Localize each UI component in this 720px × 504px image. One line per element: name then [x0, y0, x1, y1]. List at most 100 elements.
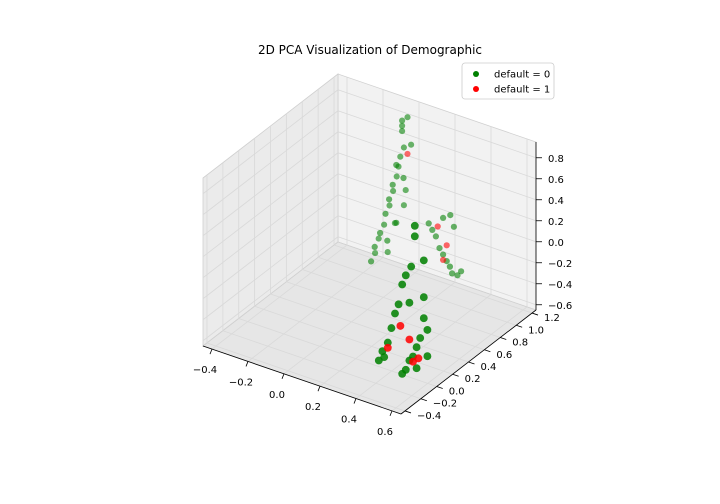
y-tick-label: 1.2 — [544, 313, 560, 324]
z-tick-label: 0.2 — [548, 217, 564, 228]
scatter-point-default-0 — [397, 153, 404, 160]
z-gridline-left — [202, 215, 339, 321]
y-tick-label: 0.6 — [496, 350, 512, 361]
scatter-point-default-0 — [384, 249, 391, 256]
x-tick-mark — [389, 410, 393, 417]
scatter-point-default-0 — [391, 309, 399, 318]
y-tick-label: −0.2 — [433, 399, 457, 410]
z-tick-label: −0.6 — [548, 301, 572, 312]
z-gridline-left — [202, 89, 339, 195]
scatter-point-default-0 — [398, 280, 407, 289]
y-tick-label: −0.4 — [417, 411, 441, 422]
z-tick-label: 0.0 — [548, 238, 564, 249]
y-tick-label: 0.8 — [512, 338, 528, 349]
scatter-point-default-0 — [393, 173, 400, 180]
scatter-point-default-0 — [398, 369, 407, 378]
z-gridline-back — [337, 173, 537, 243]
scatter-point-default-0 — [457, 268, 465, 275]
scatter-point-default-0 — [390, 187, 397, 195]
scatter-points — [367, 114, 465, 378]
scatter-point-default-0 — [448, 270, 456, 277]
scatter-point-default-0 — [389, 181, 396, 188]
y-tick-label: 0.2 — [465, 374, 481, 385]
scatter-point-default-0 — [429, 226, 436, 234]
scatter-point-default-1 — [434, 223, 441, 230]
y-tick-mark — [531, 312, 539, 316]
scatter-point-default-0 — [400, 144, 407, 151]
scatter-point-default-0 — [416, 334, 425, 342]
z-tick-label: 0.4 — [548, 196, 564, 207]
gridlines — [202, 77, 537, 412]
z-gridline-left — [202, 173, 339, 279]
scatter-point-default-0 — [404, 114, 411, 121]
legend-marker-default-0 — [473, 71, 479, 77]
legend-marker-default-1 — [473, 86, 479, 92]
scatter-point-default-0 — [394, 300, 403, 309]
scatter-point-default-1 — [383, 343, 392, 352]
y-tick-mark — [468, 361, 475, 365]
y-tick-mark — [516, 324, 523, 328]
x-tick-label: 0.0 — [269, 390, 285, 401]
scatter-point-default-0 — [399, 117, 406, 124]
scatter-point-default-0 — [400, 202, 407, 209]
scatter-point-default-0 — [399, 128, 406, 135]
y-gridline-floor — [206, 342, 406, 412]
scatter-point-default-0 — [399, 122, 406, 129]
x-axis-line — [202, 345, 402, 415]
x-tick-label: 0.2 — [305, 402, 321, 413]
y-tick-label: 1.0 — [528, 325, 544, 336]
y-tick-mark — [404, 410, 412, 414]
x-axis-ticks: −0.4 −0.2 0.0 0.2 0.4 0.6 — [193, 348, 393, 438]
scatter-point-default-1 — [405, 335, 414, 344]
scatter-point-default-0 — [412, 364, 421, 373]
scatter-point-default-0 — [375, 235, 382, 242]
scatter-point-default-0 — [439, 214, 447, 222]
scatter-point-default-0 — [446, 263, 454, 270]
scatter-point-default-0 — [454, 272, 461, 279]
scatter-point-default-0 — [410, 232, 419, 241]
x-tick-label: 0.4 — [341, 415, 357, 426]
legend-label-default-0: default = 0 — [494, 70, 550, 81]
legend: default = 0 default = 1 — [461, 62, 555, 100]
scatter-point-default-0 — [371, 243, 378, 251]
x-tick-label: −0.2 — [229, 377, 253, 388]
y-gridline-floor — [270, 293, 469, 363]
y-tick-mark — [484, 349, 491, 353]
scatter-point-default-0 — [384, 237, 391, 244]
y-gridline-floor — [333, 244, 533, 314]
z-gridline-left — [202, 236, 339, 342]
x-tick-label: −0.4 — [193, 365, 217, 376]
scatter-point-default-0 — [387, 324, 396, 333]
scatter-point-default-0 — [407, 262, 416, 271]
x-tick-mark — [281, 373, 285, 379]
scatter-point-default-0 — [419, 256, 428, 265]
scatter-point-default-0 — [419, 314, 428, 323]
y-tick-mark — [500, 337, 507, 340]
z-gridline-back — [337, 110, 537, 180]
y-tick-label: 0.0 — [449, 386, 465, 397]
z-gridline-left — [202, 131, 339, 237]
y-tick-mark — [436, 386, 443, 389]
z-gridline-back — [337, 236, 537, 306]
z-tick-label: 0.8 — [548, 154, 564, 165]
scatter-point-default-1 — [404, 150, 411, 157]
scatter-point-default-0 — [382, 210, 389, 217]
x-tick-label: 0.6 — [377, 427, 393, 438]
scatter-point-default-0 — [412, 343, 421, 352]
z-tick-label: −0.4 — [548, 280, 572, 291]
scatter-point-default-0 — [432, 233, 440, 240]
scatter-point-default-0 — [402, 187, 409, 194]
scatter-point-default-0 — [425, 220, 432, 227]
scatter-point-default-0 — [372, 250, 379, 257]
chart-title: 2D PCA Visualization of Demographic — [258, 43, 482, 57]
scatter-point-default-0 — [419, 293, 428, 302]
x-tick-mark — [317, 386, 321, 392]
y-tick-label: 0.4 — [481, 362, 497, 373]
scatter-point-default-0 — [386, 202, 393, 209]
scatter-point-default-0 — [381, 221, 388, 228]
scatter-point-default-0 — [408, 141, 415, 148]
scatter-point-default-1 — [414, 354, 423, 363]
y-gridline-floor — [222, 330, 421, 400]
z-gridline-back — [337, 89, 537, 159]
scatter-point-default-1 — [396, 321, 405, 330]
